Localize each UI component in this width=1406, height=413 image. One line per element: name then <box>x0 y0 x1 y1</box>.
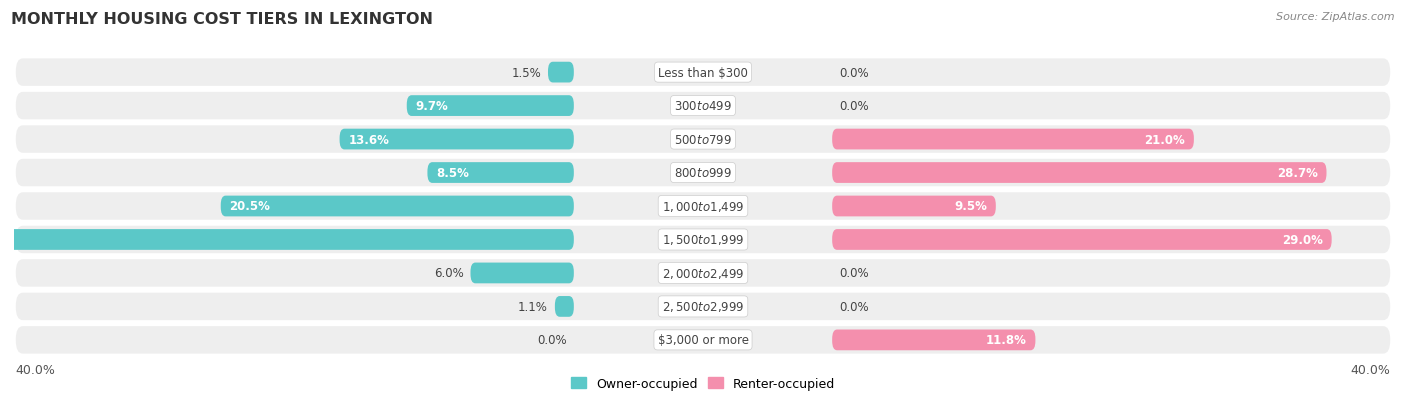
Text: $2,000 to $2,499: $2,000 to $2,499 <box>662 266 744 280</box>
FancyBboxPatch shape <box>15 59 1391 87</box>
Text: 0.0%: 0.0% <box>839 100 869 113</box>
Text: $500 to $799: $500 to $799 <box>673 133 733 146</box>
Text: $300 to $499: $300 to $499 <box>673 100 733 113</box>
Text: $1,000 to $1,499: $1,000 to $1,499 <box>662 199 744 214</box>
Legend: Owner-occupied, Renter-occupied: Owner-occupied, Renter-occupied <box>567 372 839 395</box>
FancyBboxPatch shape <box>548 63 574 83</box>
Text: 20.5%: 20.5% <box>229 200 270 213</box>
FancyBboxPatch shape <box>15 159 1391 187</box>
Text: 9.5%: 9.5% <box>955 200 987 213</box>
FancyBboxPatch shape <box>555 296 574 317</box>
Text: $2,500 to $2,999: $2,500 to $2,999 <box>662 300 744 313</box>
FancyBboxPatch shape <box>221 196 574 217</box>
Text: $3,000 or more: $3,000 or more <box>658 334 748 347</box>
FancyBboxPatch shape <box>15 93 1391 120</box>
Text: 11.8%: 11.8% <box>986 334 1026 347</box>
Text: $800 to $999: $800 to $999 <box>673 166 733 180</box>
Text: 21.0%: 21.0% <box>1144 133 1185 146</box>
FancyBboxPatch shape <box>15 193 1391 220</box>
FancyBboxPatch shape <box>15 326 1391 354</box>
Text: 13.6%: 13.6% <box>349 133 389 146</box>
Text: $1,500 to $1,999: $1,500 to $1,999 <box>662 233 744 247</box>
FancyBboxPatch shape <box>15 126 1391 153</box>
FancyBboxPatch shape <box>471 263 574 284</box>
Text: Source: ZipAtlas.com: Source: ZipAtlas.com <box>1277 12 1395 22</box>
Text: 40.0%: 40.0% <box>1350 363 1391 376</box>
FancyBboxPatch shape <box>427 163 574 183</box>
Text: MONTHLY HOUSING COST TIERS IN LEXINGTON: MONTHLY HOUSING COST TIERS IN LEXINGTON <box>11 12 433 27</box>
Text: 0.0%: 0.0% <box>537 334 567 347</box>
FancyBboxPatch shape <box>832 163 1326 183</box>
FancyBboxPatch shape <box>15 260 1391 287</box>
FancyBboxPatch shape <box>15 226 1391 254</box>
FancyBboxPatch shape <box>832 330 1035 350</box>
FancyBboxPatch shape <box>832 230 1331 250</box>
FancyBboxPatch shape <box>0 230 574 250</box>
FancyBboxPatch shape <box>832 196 995 217</box>
Text: 9.7%: 9.7% <box>415 100 449 113</box>
FancyBboxPatch shape <box>406 96 574 117</box>
Text: 0.0%: 0.0% <box>839 300 869 313</box>
Text: 29.0%: 29.0% <box>1282 233 1323 247</box>
FancyBboxPatch shape <box>832 129 1194 150</box>
Text: 8.5%: 8.5% <box>436 166 470 180</box>
Text: 0.0%: 0.0% <box>839 267 869 280</box>
Text: 1.1%: 1.1% <box>519 300 548 313</box>
Text: 28.7%: 28.7% <box>1277 166 1317 180</box>
Text: 0.0%: 0.0% <box>839 66 869 79</box>
Text: 6.0%: 6.0% <box>434 267 464 280</box>
Text: Less than $300: Less than $300 <box>658 66 748 79</box>
Text: 40.0%: 40.0% <box>15 363 56 376</box>
FancyBboxPatch shape <box>340 129 574 150</box>
Text: 1.5%: 1.5% <box>512 66 541 79</box>
FancyBboxPatch shape <box>15 293 1391 320</box>
